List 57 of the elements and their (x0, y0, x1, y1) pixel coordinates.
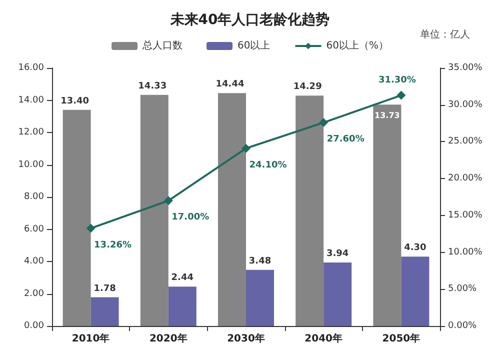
point (396, 90, 406, 100)
bar (218, 93, 246, 326)
bar (324, 262, 352, 326)
y-tick-label: 16.00 (18, 63, 44, 73)
bar (90, 297, 119, 326)
y-tick-label: 2.00 (24, 288, 44, 299)
point (319, 118, 328, 128)
y-tick-label: 4.00 (24, 256, 44, 266)
legend-label: 60以上 (238, 40, 270, 52)
data-label: 31.30% (378, 75, 416, 86)
x-tick-label: 2020年 (149, 332, 188, 344)
y-tick-label: 14.00 (18, 95, 44, 106)
data-label: 13.40 (60, 96, 90, 106)
data-label: 3.94 (326, 248, 349, 259)
point (242, 144, 250, 153)
y2-tick-label: 5.00% (448, 284, 478, 294)
y-tick-label: 0.00 (24, 321, 44, 331)
legend-label: 60以上（%） (326, 40, 388, 52)
data-label: 14.44 (216, 80, 244, 90)
data-label: 3.48 (248, 256, 272, 266)
data-label: 24.10% (249, 160, 287, 170)
data-label: 17.00% (172, 212, 210, 223)
data-label: 13.73 (374, 111, 400, 120)
y-tick-label: 8.00 (24, 192, 44, 202)
bar (168, 286, 196, 326)
data-label: 4.30 (404, 243, 426, 254)
data-label: 27.60% (326, 134, 364, 145)
point (164, 196, 173, 206)
x-tick-label: 2040年 (304, 332, 343, 344)
data-label: 13.26% (94, 240, 132, 250)
bar (246, 270, 274, 326)
y-tick-label: 10.00 (18, 160, 44, 170)
data-label: 1.78 (94, 284, 116, 294)
bar (401, 256, 430, 326)
y2-tick-label: 30.00% (448, 100, 483, 110)
x-tick-label: 2030年 (227, 332, 265, 344)
text: 单位：亿人 (420, 28, 470, 40)
bar (62, 110, 91, 326)
x-tick-label: 2050年 (382, 332, 420, 344)
bar (373, 104, 402, 326)
data-label: 14.33 (138, 81, 167, 92)
y2-tick-label: 15.00% (448, 210, 483, 220)
chart-title: 未来40年人口老龄化趋势 (169, 12, 330, 28)
y2-tick-label: 10.00% (448, 247, 483, 258)
x-tick-label: 2010年 (72, 332, 110, 344)
y2-tick-label: 0.00% (448, 321, 478, 331)
bar (140, 94, 168, 326)
y2-tick-label: 20.00% (448, 174, 483, 184)
data-label: 14.29 (293, 82, 322, 92)
y2-tick-label: 25.00% (448, 136, 483, 147)
y-tick-label: 6.00 (24, 224, 44, 234)
legend-label: 总人口数 (142, 40, 183, 52)
y2-tick-label: 35.00% (448, 63, 483, 73)
data-label: 2.44 (171, 273, 194, 284)
point (86, 224, 96, 233)
bar (296, 96, 324, 326)
y-tick-label: 12.00 (18, 128, 44, 138)
